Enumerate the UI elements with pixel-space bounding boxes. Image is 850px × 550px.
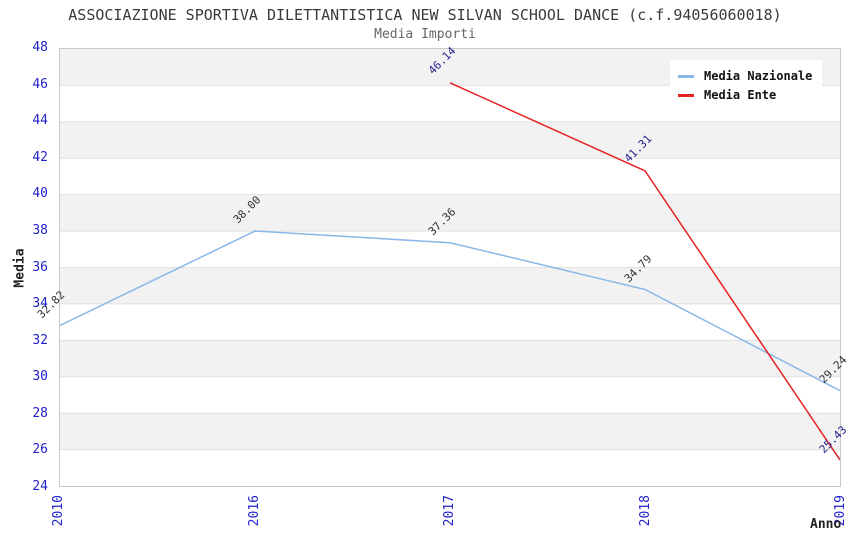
band: [60, 340, 840, 377]
chart-title: ASSOCIAZIONE SPORTIVA DILETTANTISTICA NE…: [68, 6, 782, 24]
x-axis-title: Anno: [810, 517, 842, 532]
x-tick-label: 2016: [246, 495, 262, 527]
legend-label: Media Nazionale: [704, 69, 813, 83]
plot-area: 32.82 38.00 37.36 34.79 29.24 46.14 41.31 25.43: [35, 44, 849, 487]
y-tick-label: 48: [32, 40, 48, 55]
y-tick-label: 46: [32, 76, 48, 92]
legend-line-swatch: [678, 93, 694, 97]
band: [60, 121, 840, 159]
y-tick-label: 26: [32, 442, 48, 458]
legend-line-swatch: [678, 74, 694, 78]
y-tick-label: 42: [32, 149, 48, 165]
x-tick-label: 2010: [51, 495, 66, 527]
y-tick-label: 40: [32, 186, 48, 202]
chart-subtitle: Media Importi: [374, 27, 476, 42]
series-line: [60, 230, 840, 392]
x-tick-label: 2017: [442, 495, 457, 527]
band: [60, 267, 840, 304]
band: [60, 413, 840, 450]
y-tick-label: 44: [32, 113, 48, 129]
band: [60, 194, 840, 232]
series-line: [449, 82, 840, 461]
x-tick-label: 2018: [637, 495, 653, 527]
y-tick-label: 28: [32, 405, 48, 421]
y-tick-label: 34: [32, 296, 48, 312]
y-tick-label: 30: [32, 369, 48, 385]
y-tick-label: 24: [32, 479, 48, 494]
legend: Media Nazionale Media Ente: [670, 60, 823, 111]
y-tick-label: 32: [32, 332, 48, 348]
legend-item: Media Nazionale: [678, 68, 812, 84]
legend-label: Media Ente: [704, 88, 777, 102]
y-tick-label: 38: [32, 222, 48, 238]
plot-series-canvas: [60, 49, 840, 461]
y-axis-title: Media: [12, 248, 28, 288]
legend-item: Media Ente: [678, 87, 812, 103]
y-tick-label: 36: [32, 259, 48, 275]
